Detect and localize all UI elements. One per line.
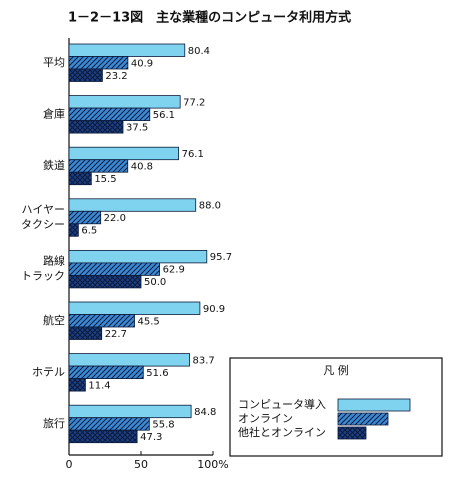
bar [68, 107, 151, 121]
value-label: 76.1 [182, 149, 204, 160]
bar [68, 159, 129, 173]
value-label: 37.5 [126, 122, 148, 133]
value-label: 6.5 [81, 226, 97, 237]
y-tick-label: 倉庫 [43, 106, 65, 120]
value-label: 50.0 [144, 277, 166, 288]
value-label: 56.1 [153, 110, 175, 121]
bar [68, 95, 181, 109]
value-label: 40.9 [131, 58, 153, 69]
legend-swatch [337, 398, 411, 412]
value-label: 90.9 [203, 304, 225, 315]
value-label: 88.0 [199, 201, 221, 212]
bar [68, 43, 186, 57]
bar [68, 365, 144, 380]
y-tick-label: 航空 [43, 313, 65, 327]
legend-swatch [337, 412, 389, 426]
bar [68, 326, 103, 340]
y-tick-label: 鉄道 [43, 158, 65, 172]
value-label: 11.4 [88, 380, 110, 391]
y-tick-label: ハイヤータクシー [21, 203, 65, 231]
y-tick-label: 旅行 [43, 416, 65, 430]
y-tick-label: 平均 [43, 56, 65, 69]
x-tick-label: 50 [134, 458, 148, 471]
bar [68, 353, 190, 367]
legend-swatch [337, 426, 367, 440]
value-label: 22.0 [104, 213, 126, 224]
y-tick-label: ホテル [32, 365, 65, 378]
value-label: 40.8 [131, 161, 153, 172]
value-label: 47.3 [140, 432, 162, 443]
bar [68, 249, 208, 264]
value-label: 15.5 [94, 174, 116, 185]
y-tick-label: 路線トラック [21, 254, 65, 283]
bar [68, 301, 201, 315]
bar [68, 56, 129, 70]
value-label: 22.7 [105, 329, 127, 340]
bar [68, 68, 103, 82]
bar [68, 210, 102, 225]
bar [68, 429, 138, 444]
bar [68, 378, 86, 392]
value-label: 62.9 [163, 265, 185, 276]
bar [68, 274, 142, 289]
value-label: 23.2 [105, 71, 127, 82]
bar [68, 146, 179, 161]
bar [68, 262, 160, 276]
value-label: 95.7 [210, 252, 232, 263]
legend-label: 他社とオンライン [238, 425, 326, 439]
value-label: 83.7 [193, 355, 215, 366]
value-label: 77.2 [183, 97, 205, 108]
legend-title: 凡 例 [323, 363, 349, 377]
value-label: 84.8 [194, 407, 216, 418]
bar [68, 223, 79, 237]
legend-label: コンピュータ導入 [238, 397, 326, 411]
bar [68, 120, 124, 134]
value-label: 51.6 [146, 368, 168, 379]
bar [68, 404, 192, 419]
legend-label: オンライン [238, 412, 293, 425]
bar [68, 198, 197, 212]
value-label: 55.8 [152, 419, 174, 430]
value-label: 80.4 [188, 46, 210, 57]
chart-title: 1－2－13図 主な業種のコンピュータ利用方式 [68, 10, 351, 26]
bar [68, 171, 92, 186]
x-tick-label: 100% [197, 458, 228, 471]
bar [68, 314, 135, 328]
value-label: 45.5 [138, 316, 160, 327]
x-tick-label: 0 [66, 458, 73, 471]
bar [68, 417, 150, 431]
